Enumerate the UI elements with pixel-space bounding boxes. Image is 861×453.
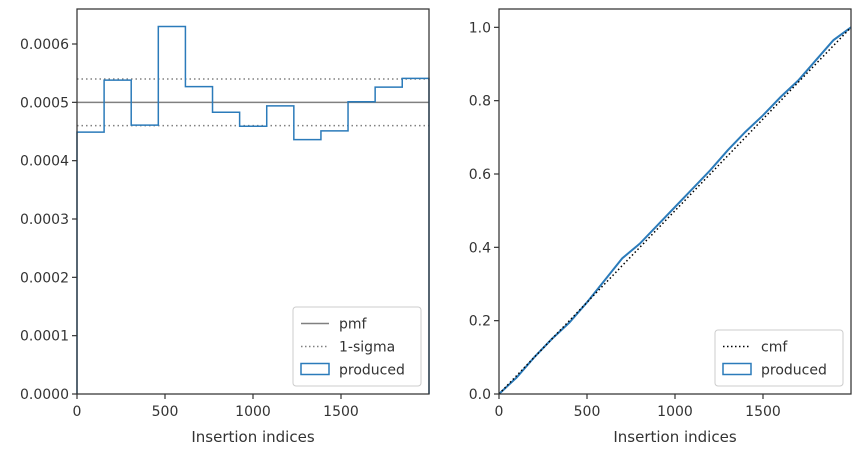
histogram-y-tick-label: 0.0003 <box>20 212 69 228</box>
histogram-x-tick-label: 0 <box>73 404 82 420</box>
cumulative-y-tick-label: 0.4 <box>469 240 491 256</box>
cumulative-legend: cmf produced <box>714 329 844 387</box>
cumulative-panel: 0.0 0.2 0.4 0.6 0.8 1.0 0 500 1000 1500 Insertio… <box>469 8 852 446</box>
cumulative-y-ticks: 0.0 0.2 0.4 0.6 0.8 1.0 <box>469 20 499 403</box>
cumulative-y-tick-label: 0.6 <box>469 167 491 183</box>
legend-label-cmf: cmf <box>761 340 788 356</box>
legend-box <box>292 306 422 387</box>
cumulative-y-tick-label: 0.8 <box>469 94 491 110</box>
histogram-plot-area <box>76 25 430 394</box>
legend-label-1-sigma: 1-sigma <box>339 340 395 356</box>
histogram-axes-frame <box>76 8 430 395</box>
histogram-x-ticks: 0 500 1000 1500 <box>73 394 359 420</box>
cumulative-x-tick-label: 0 <box>495 404 504 420</box>
histogram-y-tick-label: 0.0004 <box>20 154 69 170</box>
cumulative-x-tick-label: 500 <box>574 404 601 420</box>
cumulative-axes-frame <box>498 8 852 395</box>
legend-swatch-produced <box>722 362 752 376</box>
histogram-x-tick-label: 1000 <box>235 404 271 420</box>
histogram-panel: 0.0000 0.0001 0.0002 0.0003 0.0004 0.0005 0.00… <box>20 8 430 446</box>
histogram-y-tick-label: 0.0001 <box>20 329 69 345</box>
series-line-cmf <box>499 26 851 394</box>
cumulative-y-tick-label: 0.0 <box>469 387 491 403</box>
legend-label-produced: produced <box>761 363 827 379</box>
cumulative-x-ticks: 0 500 1000 1500 <box>495 394 781 420</box>
cumulative-x-tick-label: 1000 <box>657 404 693 420</box>
cumulative-y-tick-label: 0.2 <box>469 314 491 330</box>
histogram-x-tick-label: 500 <box>152 404 179 420</box>
histogram-produced-step <box>76 25 430 394</box>
histogram-y-tick-label: 0.0000 <box>20 387 69 403</box>
cumulative-x-axis-label: Insertion indices <box>613 428 736 446</box>
histogram-legend: pmf 1-sigma produced <box>292 306 422 387</box>
histogram-y-tick-label: 0.0002 <box>20 270 69 286</box>
histogram-y-tick-label: 0.0006 <box>20 37 69 53</box>
legend-box <box>714 329 844 387</box>
cumulative-x-tick-label: 1500 <box>745 404 781 420</box>
histogram-y-ticks: 0.0000 0.0001 0.0002 0.0003 0.0004 0.0005 0.00… <box>20 37 77 403</box>
legend-swatch-produced <box>300 362 330 376</box>
legend-label-pmf: pmf <box>339 317 368 333</box>
histogram-x-axis-label: Insertion indices <box>191 428 314 446</box>
legend-label-produced: produced <box>339 363 405 379</box>
cumulative-plot-area <box>499 26 851 394</box>
cumulative-y-tick-label: 1.0 <box>469 20 491 36</box>
histogram-x-tick-label: 1500 <box>323 404 359 420</box>
histogram-y-tick-label: 0.0005 <box>20 95 69 111</box>
